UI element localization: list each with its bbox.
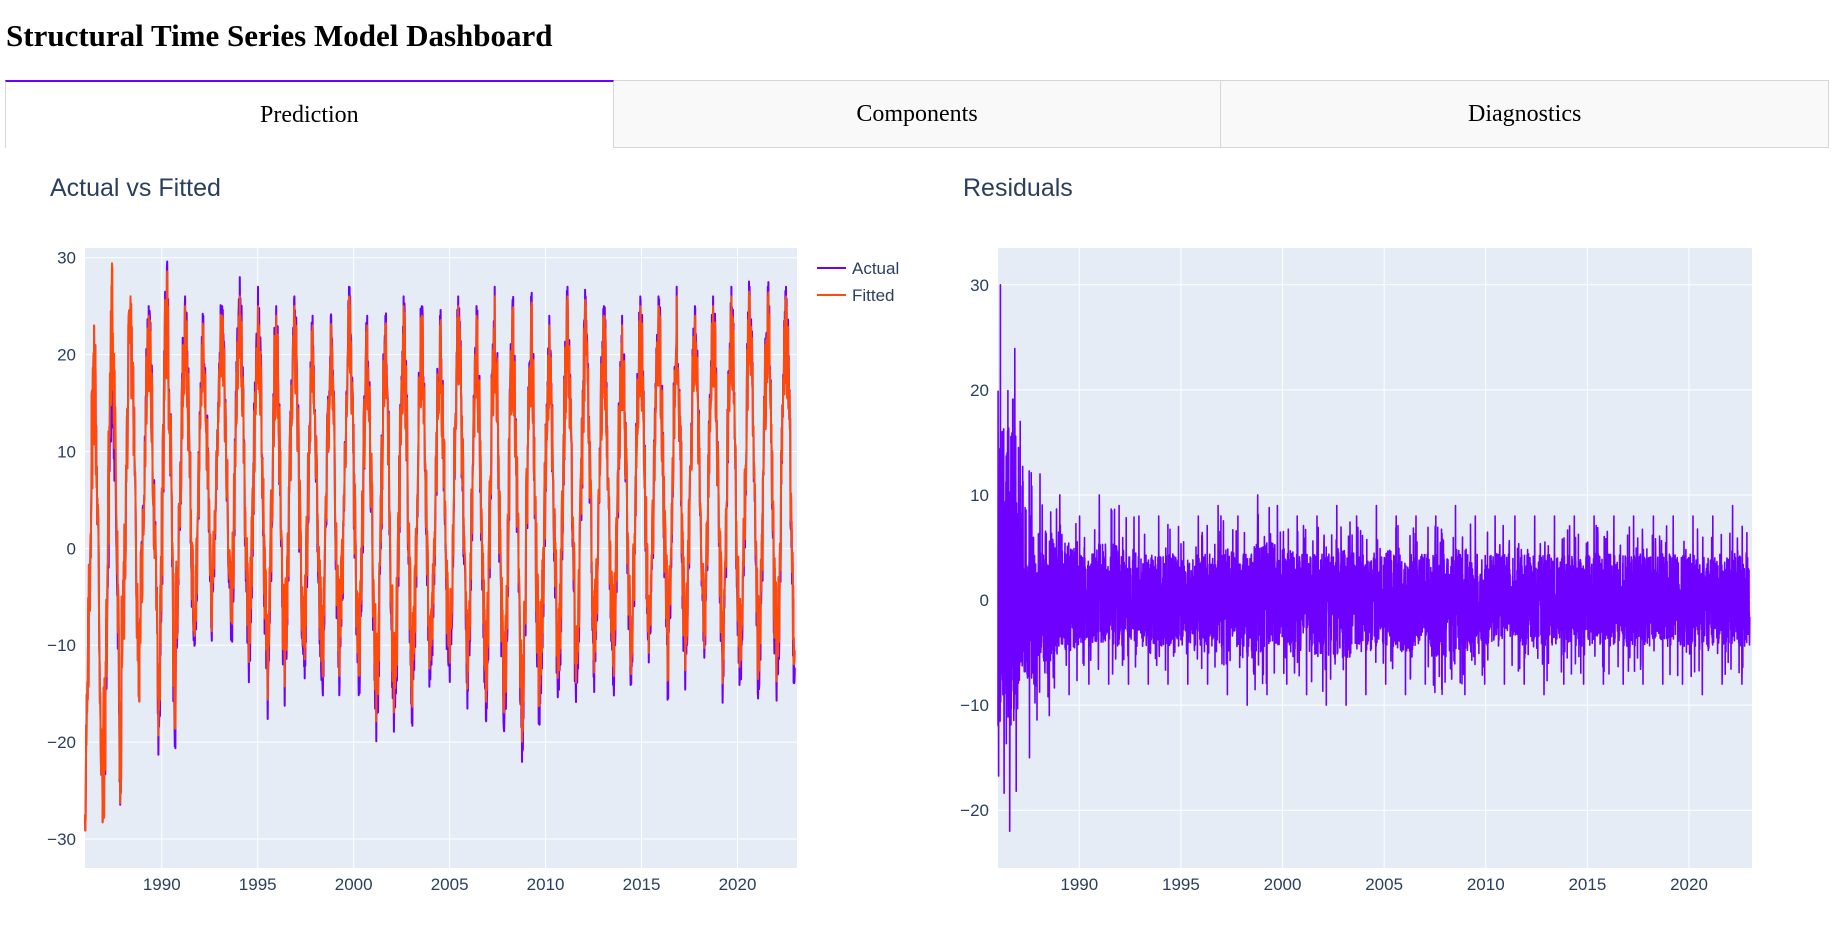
fitted-line[interactable] <box>84 262 796 832</box>
y-tick-label: −10 <box>47 636 76 655</box>
x-tick-label: 2000 <box>335 875 373 894</box>
residuals-line[interactable] <box>997 284 1751 832</box>
legend-label-0[interactable]: Actual <box>852 259 899 278</box>
x-tick-label: 2005 <box>431 875 469 894</box>
y-tick-label: 30 <box>970 276 989 295</box>
y-tick-label: 20 <box>57 346 76 365</box>
residuals-title: Residuals <box>963 174 1073 202</box>
x-tick-label: 1995 <box>1162 875 1200 894</box>
series-group <box>997 284 1751 832</box>
actual-vs-fitted-chart: 1990 1995 2000 2005 2010 2015 2020 −30 −20 −10 0 10… <box>47 248 899 894</box>
y-tick-label: 10 <box>970 486 989 505</box>
residuals-chart: 1990 1995 2000 2005 2010 2015 2020 −20 −10 0 10 20 3… <box>960 248 1752 894</box>
x-tick-label: 1990 <box>1060 875 1098 894</box>
x-tick-label: 2020 <box>1670 875 1708 894</box>
tab-diagnostics[interactable]: Diagnostics <box>1221 80 1830 148</box>
series-group <box>84 260 796 832</box>
tick-labels: 1990 1995 2000 2005 2010 2015 2020 −30 −20 −10 0 10… <box>47 249 756 894</box>
tab-bar: Prediction Components Diagnostics <box>5 80 1830 148</box>
y-tick-label: −20 <box>960 801 989 820</box>
x-tick-label: 2000 <box>1264 875 1302 894</box>
y-tick-label: −20 <box>47 733 76 752</box>
y-tick-label: 0 <box>67 539 76 558</box>
y-tick-label: 0 <box>980 591 989 610</box>
actual-vs-fitted-title: Actual vs Fitted <box>50 174 221 202</box>
x-tick-label: 2010 <box>527 875 565 894</box>
y-tick-label: 10 <box>57 442 76 461</box>
x-tick-label: 2010 <box>1467 875 1505 894</box>
x-tick-label: 2020 <box>719 875 757 894</box>
x-tick-label: 2015 <box>623 875 661 894</box>
y-tick-label: −30 <box>47 830 76 849</box>
x-tick-label: 1995 <box>239 875 277 894</box>
legend[interactable]: Actual Fitted <box>817 259 899 305</box>
y-tick-label: 20 <box>970 381 989 400</box>
x-tick-label: 2005 <box>1365 875 1403 894</box>
y-tick-label: −10 <box>960 696 989 715</box>
y-tick-label: 30 <box>57 249 76 268</box>
x-tick-label: 1990 <box>143 875 181 894</box>
page-title: Structural Time Series Model Dashboard <box>6 18 553 53</box>
tick-labels: 1990 1995 2000 2005 2010 2015 2020 −20 −10 0 10 20 3… <box>960 276 1708 894</box>
legend-label-1[interactable]: Fitted <box>852 286 895 305</box>
x-tick-label: 2015 <box>1568 875 1606 894</box>
tab-prediction[interactable]: Prediction <box>5 80 614 148</box>
tab-components[interactable]: Components <box>613 80 1222 148</box>
